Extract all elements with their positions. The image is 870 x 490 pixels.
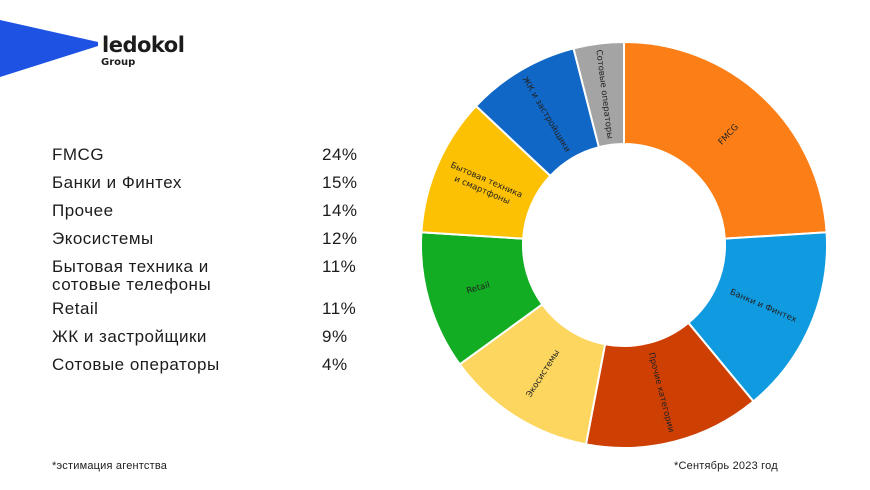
legend-label: FMCG (52, 145, 105, 164)
brand-name: ledokol (102, 33, 185, 57)
legend-label: Retail (52, 299, 99, 318)
legend-label: Банки и Финтех (52, 173, 182, 192)
donut-slice (686, 231, 828, 403)
donut-slice (584, 321, 755, 449)
brand-logo-shape (0, 20, 98, 77)
legend-label: Прочее (52, 201, 114, 220)
footnote-date: *Сентябрь 2023 год (674, 460, 778, 472)
footnote-estimation: *эстимация агентства (52, 460, 168, 472)
donut-slice (623, 40, 828, 240)
brand-sub: Group (101, 57, 136, 68)
legend-value: 11% (322, 299, 357, 318)
legend-value: 15% (322, 173, 358, 192)
legend-value: 11% (322, 257, 357, 276)
legend-label: Сотовые операторы (52, 355, 220, 374)
legend-value: 14% (322, 201, 358, 220)
legend-value: 24% (322, 145, 358, 164)
donut-slice (572, 40, 625, 149)
legend-label: Экосистемы (52, 229, 154, 248)
legend-value: 9% (322, 327, 348, 346)
legend-label: ЖК и застройщики (52, 327, 207, 346)
legend-value: 12% (322, 229, 358, 248)
legend-label: Бытовая техника и сотовые телефоны (52, 257, 212, 294)
legend-value: 4% (322, 355, 348, 374)
